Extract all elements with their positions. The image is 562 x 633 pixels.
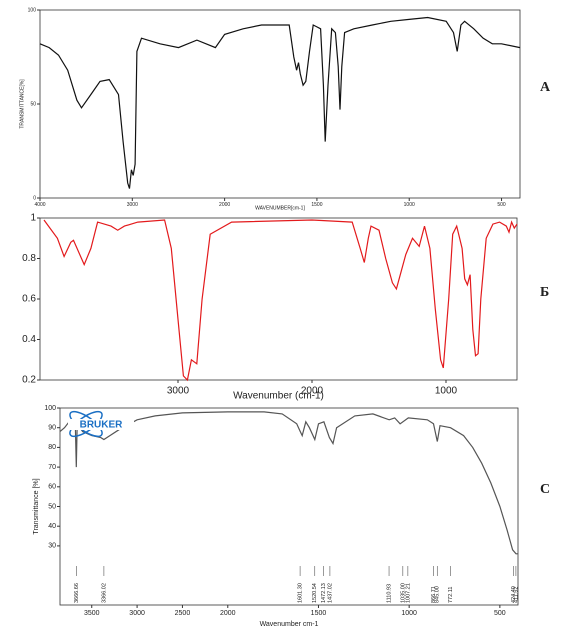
x-axis-label: Wavenumber cm-1 — [260, 621, 319, 628]
peak-label: 3666.66 — [74, 583, 80, 603]
x-tick-label: 2500 — [175, 610, 191, 617]
y-tick-label: 1 — [30, 213, 36, 224]
y-tick-label: 0.2 — [22, 375, 36, 386]
x-tick-label: 500 — [494, 610, 506, 617]
peak-label: 3366.02 — [101, 583, 107, 603]
plot-frame — [39, 9, 521, 199]
y-tick-label: 0.8 — [22, 253, 36, 264]
y-tick-label: 0.6 — [22, 294, 36, 305]
x-tick-label: 2000 — [220, 610, 236, 617]
y-tick-label: 0 — [33, 195, 36, 201]
peak-label: 424.40 — [511, 586, 517, 603]
x-tick-label: 1000 — [404, 202, 415, 208]
peak-label: 1437.02 — [327, 583, 333, 603]
y-tick-label: 30 — [48, 543, 56, 550]
panel: 30 40 50 60 70 80 90 100 3500 3000 2500 2000 1500 100… — [33, 405, 550, 628]
y-axis-label: TRANSMITTANCE[%] — [19, 79, 25, 129]
y-tick-label: 60 — [48, 484, 56, 491]
x-tick-label: 1000 — [401, 610, 417, 617]
peak-label: 772.11 — [448, 587, 454, 603]
x-tick-label: 1000 — [435, 386, 458, 397]
panel-label: C — [540, 482, 550, 497]
spectrum-line — [43, 219, 518, 382]
y-tick-label: 50 — [30, 101, 36, 107]
x-tick-label: 1500 — [311, 202, 322, 208]
x-tick-label: 3000 — [167, 386, 190, 397]
y-tick-label: 0.4 — [22, 334, 36, 345]
x-tick-label: 3500 — [84, 610, 100, 617]
x-axis-label: Wavenumber (cm-1) — [233, 391, 324, 402]
peak-label: 1472.13 — [321, 583, 327, 603]
panel-label: Б — [540, 285, 549, 300]
peak-label: 1007.21 — [405, 583, 411, 603]
bruker-logo: BRUKER — [68, 410, 134, 438]
x-tick-label: 3000 — [129, 610, 145, 617]
panel: 0 50 100 4000 3000 2000 1500 1000 500 WAVENUMBER[… — [19, 7, 551, 211]
y-tick-label: 90 — [48, 425, 56, 432]
x-tick-label: 500 — [497, 202, 506, 208]
x-axis-label: WAVENUMBER[cm-1] — [255, 205, 305, 211]
x-tick-label: 2000 — [301, 386, 324, 397]
peak-label: 1035.00 — [400, 583, 406, 603]
x-tick-label: 4000 — [34, 202, 45, 208]
peak-label: 866.71 — [431, 586, 437, 603]
peak-label: 1520.54 — [312, 583, 318, 603]
peak-label: 1601.30 — [298, 583, 304, 603]
y-tick-label: 40 — [48, 523, 56, 530]
spectrum-line — [39, 16, 521, 189]
panel-label: A — [540, 80, 551, 95]
y-tick-label: 70 — [48, 464, 56, 471]
panel: 0.2 0.4 0.6 0.8 1 3000 2000 1000 Wavenumber (cm-… — [22, 213, 549, 402]
plot-frame — [39, 217, 518, 381]
peak-label: 845.00 — [435, 586, 441, 603]
spectrum-line — [59, 411, 518, 555]
y-tick-label: 80 — [48, 444, 56, 451]
y-axis-label: Transmittance [%] — [33, 478, 40, 534]
x-tick-label: 2000 — [219, 202, 230, 208]
y-tick-label: 50 — [48, 503, 56, 510]
x-tick-label: 3000 — [127, 202, 138, 208]
x-tick-label: 1500 — [311, 610, 327, 617]
y-tick-label: 100 — [44, 405, 56, 412]
peak-label: 411.52 — [513, 587, 519, 603]
logo-text: BRUKER — [80, 420, 124, 431]
peak-label: 1110.93 — [387, 584, 393, 603]
y-tick-label: 100 — [28, 7, 37, 13]
plot-frame — [59, 407, 519, 606]
